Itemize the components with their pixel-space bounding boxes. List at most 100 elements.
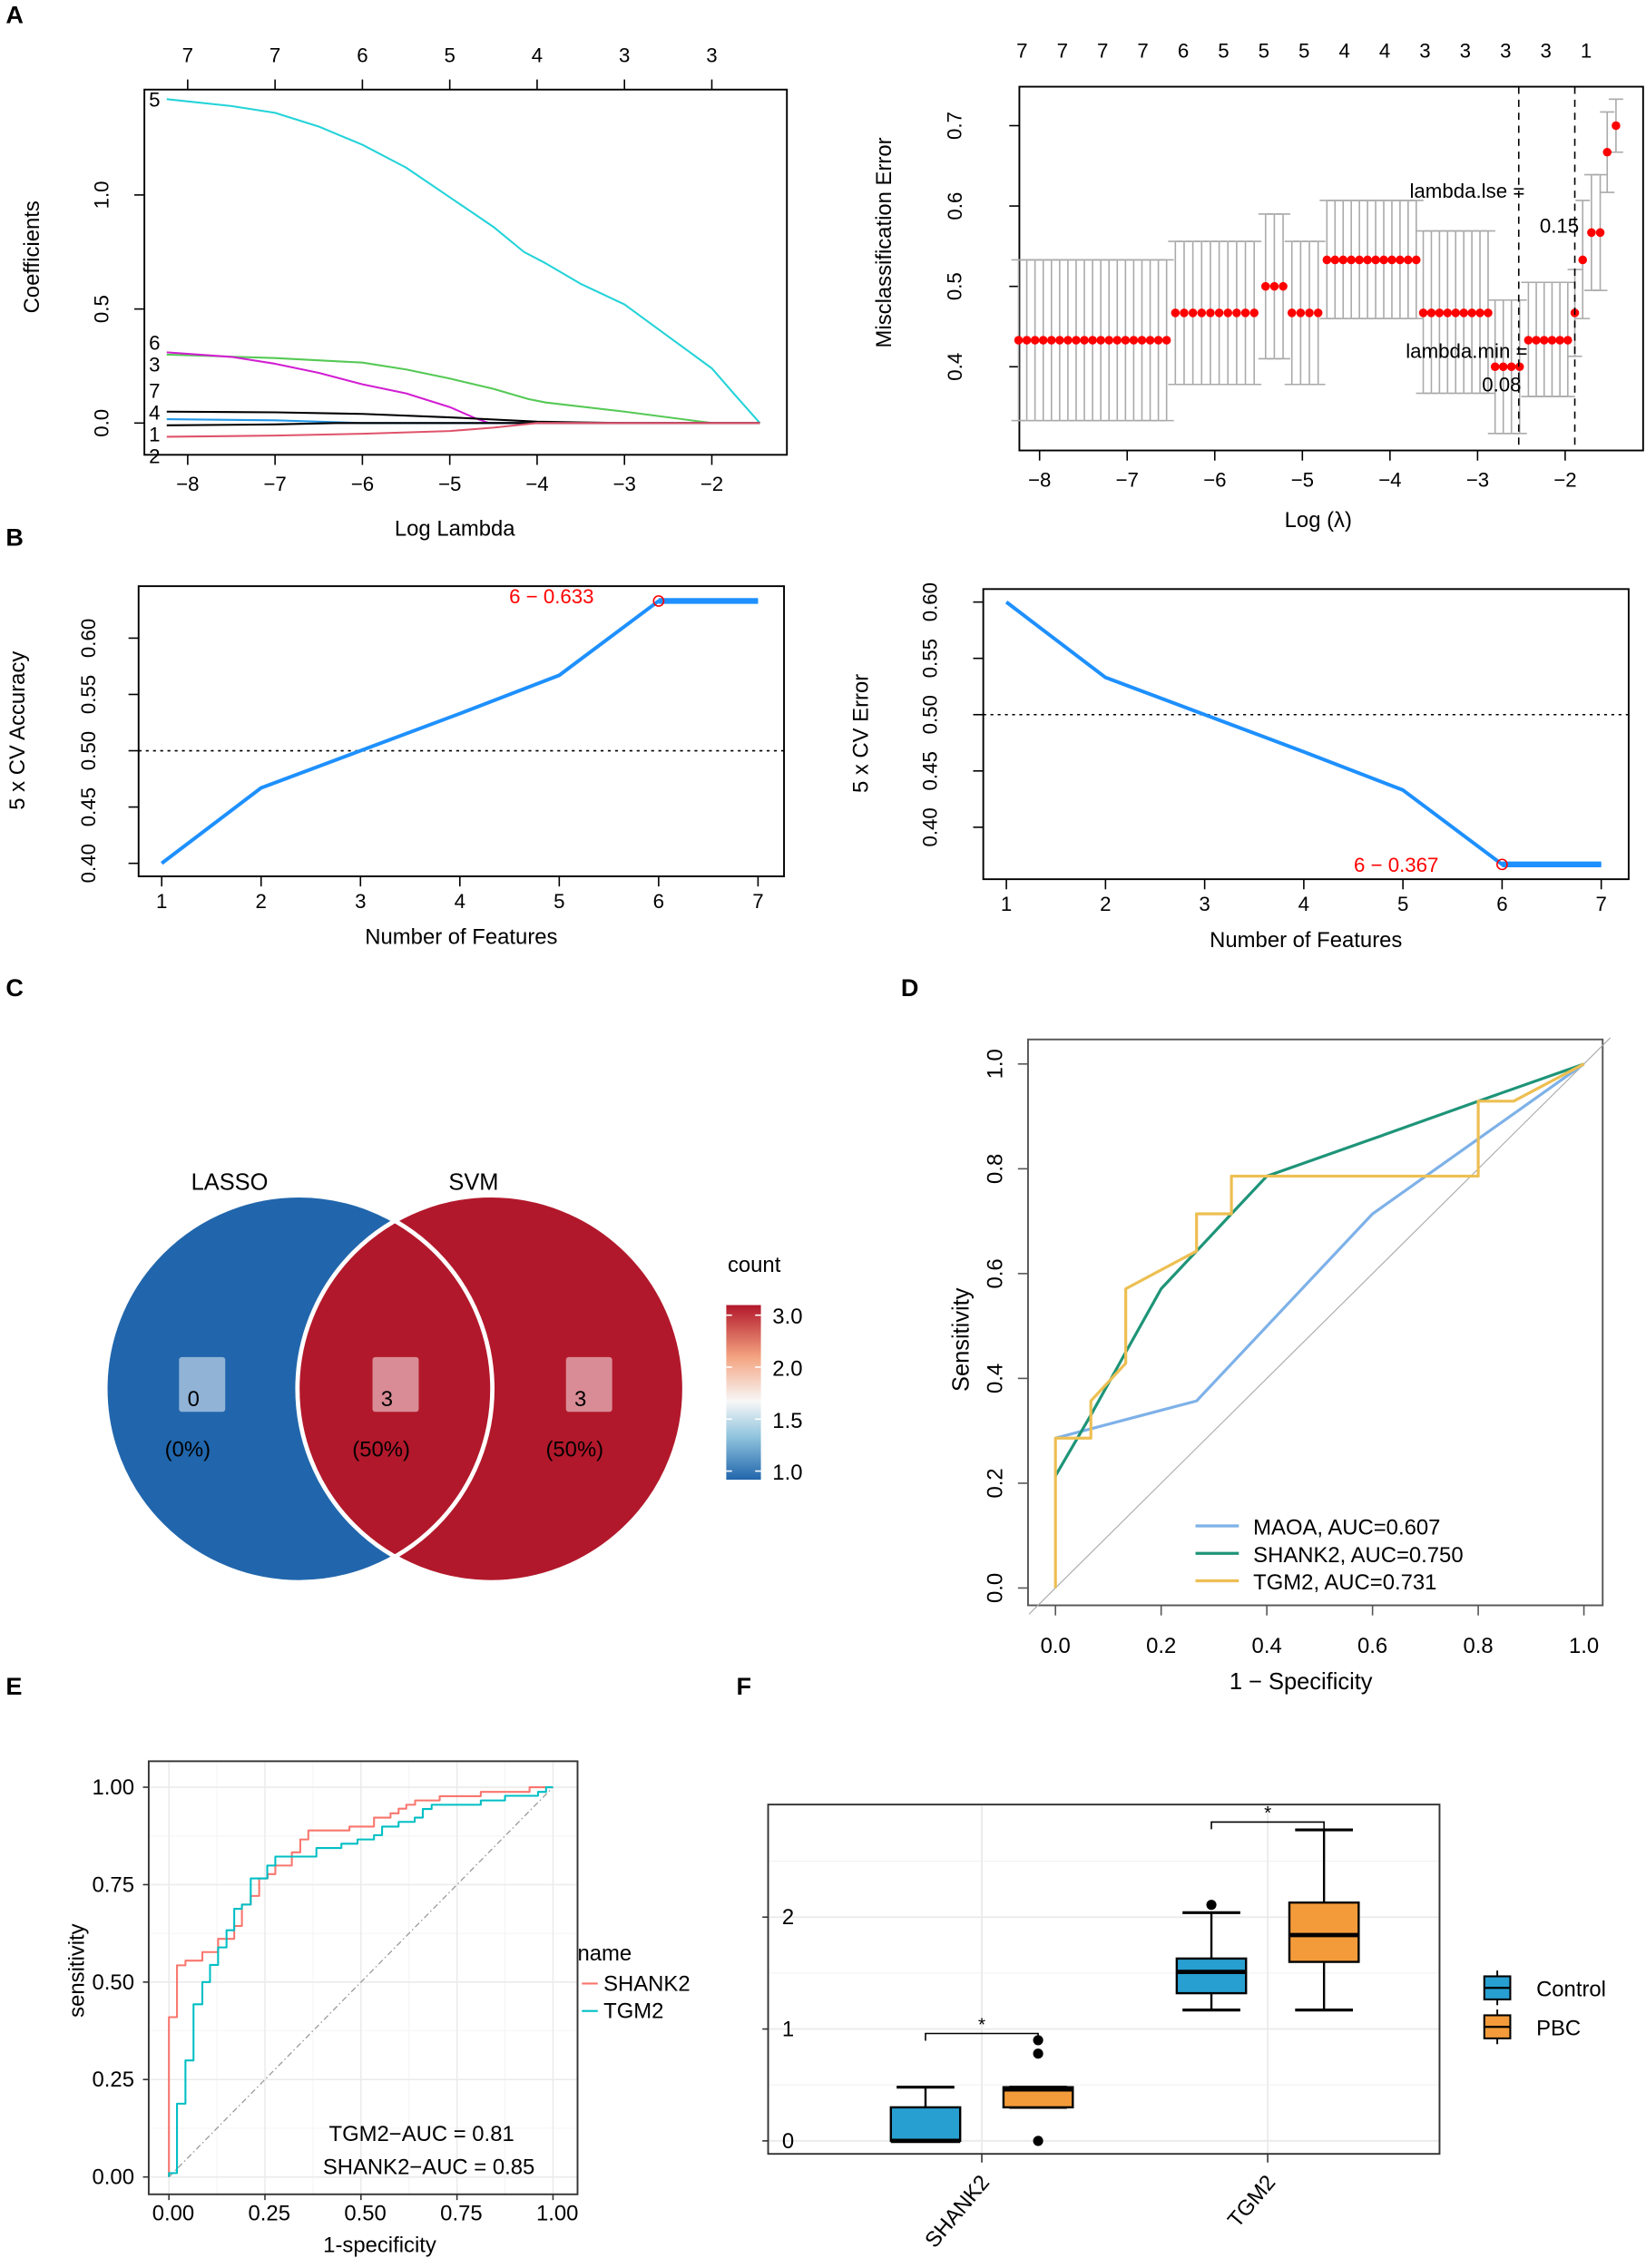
top-axis-label: 4 (532, 44, 543, 67)
tick-label: 0 (782, 2129, 794, 2154)
cv-error-point (1578, 255, 1588, 265)
x-axis-label: Number of Features (365, 925, 557, 950)
roc-curve-0 (1054, 1062, 1585, 1440)
cv-error-point (1171, 308, 1181, 318)
venn-region-percent: (50%) (545, 1438, 603, 1462)
tick-label: 0.75 (440, 2201, 482, 2225)
x-axis-label: Log Lambda (395, 516, 515, 541)
cv-error-point (1055, 336, 1064, 345)
cv-error-point (1612, 121, 1621, 131)
top-axis-label: 3 (619, 44, 630, 67)
best-point-marker (1496, 858, 1508, 871)
cv-error-point (1506, 362, 1516, 372)
charts-layer: −8 −7 −6 −5 −4 −3 −2 7 7 6 5 4 3 3 0.0 0.5 1.0 Coefficien… (5, 40, 1644, 2257)
lambda-min-label: lambda.min = (1406, 340, 1527, 363)
top-axis-label: 5 (1298, 40, 1309, 63)
cv-error-point (1396, 255, 1405, 265)
coef-path-label: 7 (149, 380, 160, 403)
tick-label: 0.8 (1464, 1634, 1494, 1658)
tick-label: 0.45 (77, 787, 100, 826)
cv-error-point (1249, 308, 1259, 318)
plot-frame (982, 588, 1630, 881)
cv-error-point (1379, 255, 1388, 265)
cv-error-point (1161, 336, 1171, 345)
tick-label: −8 (176, 473, 199, 495)
y-axis-label: Sensitivity (949, 1287, 975, 1392)
tick-label: −3 (1466, 468, 1489, 491)
x-axis-label: Log (λ) (1285, 508, 1352, 533)
colorbar-label: 2.0 (772, 1357, 802, 1382)
cv-error-point (1014, 336, 1024, 345)
y-axis-label: sensitivity (64, 1923, 89, 2017)
lambda-min-value: 0.08 (1482, 373, 1521, 396)
legend-label: TGM2, AUC=0.731 (1253, 1570, 1436, 1595)
cv-error-point (1188, 308, 1198, 318)
cv-error-point (1279, 281, 1288, 291)
cv-error-point (1532, 336, 1541, 345)
top-axis-label: 7 (269, 44, 280, 67)
cv-error-point (1498, 362, 1508, 372)
venn-outline-svm (295, 1193, 687, 1585)
box-SHANK2-Control (889, 2106, 962, 2143)
cv-error-point (1206, 308, 1215, 318)
cv-error-point (1030, 336, 1040, 345)
category-label: TGM2 (1223, 2171, 1280, 2233)
top-axis-label: 7 (1137, 40, 1148, 63)
top-axis-label: 7 (1097, 40, 1108, 63)
top-axis-label: 7 (1057, 40, 1068, 63)
tick-label: −2 (701, 473, 723, 495)
cv-error-point (1547, 336, 1557, 345)
cv-error-point (1418, 308, 1428, 318)
significance-label: * (978, 2014, 985, 2035)
cv-error-point (1555, 336, 1564, 345)
tick-label: 0.25 (93, 2068, 134, 2092)
top-axis-label: 5 (444, 44, 455, 67)
tick-label: 0.50 (77, 731, 100, 770)
tick-label: 2 (1100, 893, 1111, 915)
cv-error-point (1121, 336, 1131, 345)
tick-label: 0.50 (93, 1970, 134, 1995)
tick-label: −2 (1553, 468, 1576, 491)
tick-label: 0.60 (919, 582, 942, 621)
tick-label: 2 (256, 890, 267, 913)
coef-path-label: 5 (149, 88, 160, 111)
legend-label: MAOA, AUC=0.607 (1253, 1516, 1440, 1540)
cv-error-point (1129, 336, 1139, 345)
roc-curve-2 (1053, 1062, 1585, 1589)
cv-error-point (1467, 308, 1476, 318)
top-axis-label: 6 (357, 44, 367, 67)
tick-label: 4 (1298, 893, 1309, 915)
venn-region-count: 3 (574, 1387, 586, 1412)
cv-error-point (1338, 255, 1348, 265)
tick-label: 0.50 (344, 2201, 386, 2225)
cv-error-point (1022, 336, 1032, 345)
top-axis-label: 3 (1419, 40, 1430, 63)
top-axis-label: 7 (182, 44, 193, 67)
tick-label: −7 (263, 473, 286, 495)
coef-path-label: 3 (149, 354, 160, 376)
tick-label: 5 (554, 890, 564, 913)
y-axis-label: 5 x CV Accuracy (5, 651, 30, 810)
cv-error-point (1313, 308, 1323, 318)
tick-label: −4 (525, 473, 548, 495)
outlier-point (1033, 2048, 1043, 2059)
plot-frame (147, 1760, 579, 2195)
cv-line (1004, 601, 1602, 866)
venn-region-count: 0 (188, 1387, 200, 1412)
auc-annotation: SHANK2−AUC = 0.85 (323, 2155, 534, 2179)
cv-error-point (1524, 336, 1533, 345)
cv-error-point (1475, 308, 1484, 318)
tick-label: −4 (1378, 468, 1401, 491)
best-point-label: 6 − 0.367 (1354, 854, 1438, 876)
cv-error-point (1514, 362, 1524, 372)
x-axis-label: 1 − Specificity (1230, 1669, 1373, 1695)
cv-error-point (1112, 336, 1122, 345)
cv-error-point (1355, 255, 1364, 265)
cv-error-point (1145, 336, 1155, 345)
legend-title: name (577, 1941, 632, 1966)
cv-error-point (1180, 308, 1189, 318)
cv-error-point (1269, 281, 1279, 291)
top-axis-label: 1 (1581, 40, 1592, 63)
cv-error-point (1435, 308, 1445, 318)
coef-path-label: 4 (149, 402, 160, 425)
